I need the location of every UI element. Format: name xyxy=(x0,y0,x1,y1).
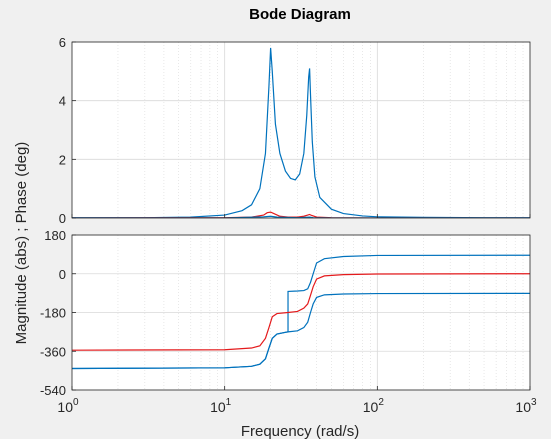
x-tick-label-exponent: 2 xyxy=(378,397,384,408)
magnitude-axes: 0 2 4 6 xyxy=(59,35,531,226)
phase-y-tick-label: -360 xyxy=(40,344,66,359)
magnitude-y-tick-label: 6 xyxy=(59,35,66,50)
x-tick-label-base: 10 xyxy=(363,399,379,415)
x-tick-label-exponent: 1 xyxy=(226,397,232,408)
x-tick-label-base: 10 xyxy=(57,399,73,415)
magnitude-axes-box xyxy=(71,41,531,219)
x-axis-label: Frequency (rad/s) xyxy=(241,423,359,439)
x-tick-label: 100 xyxy=(57,397,79,415)
x-tick-label-exponent: 0 xyxy=(73,397,79,408)
phase-y-tick-label: 180 xyxy=(44,228,66,243)
x-tick-label: 103 xyxy=(515,397,537,415)
phase-y-tick-label: -540 xyxy=(40,383,66,398)
y-axis-label: Magnitude (abs) ; Phase (deg) xyxy=(13,142,30,345)
x-tick-label: 101 xyxy=(210,397,232,415)
phase-y-tick-label: -180 xyxy=(40,306,66,321)
phase-series-group xyxy=(72,254,530,370)
phase-series-line-3 xyxy=(72,292,530,370)
magnitude-y-tick-label: 4 xyxy=(59,94,66,109)
x-tick-label-base: 10 xyxy=(210,399,226,415)
magnitude-plot-area xyxy=(72,42,530,218)
magnitude-y-tick-label: 2 xyxy=(59,152,66,167)
phase-y-tick-label: 0 xyxy=(59,267,66,282)
x-tick-label: 102 xyxy=(363,397,385,415)
phase-series-line-2 xyxy=(72,273,530,351)
x-tick-label-base: 10 xyxy=(515,399,531,415)
magnitude-series-line-1 xyxy=(72,47,530,218)
phase-axes: -540 -360 -180 0 180 xyxy=(40,228,531,398)
x-tick-label-exponent: 3 xyxy=(531,397,537,408)
magnitude-y-tick-label: 0 xyxy=(59,211,66,226)
chart-title: Bode Diagram xyxy=(249,6,351,23)
